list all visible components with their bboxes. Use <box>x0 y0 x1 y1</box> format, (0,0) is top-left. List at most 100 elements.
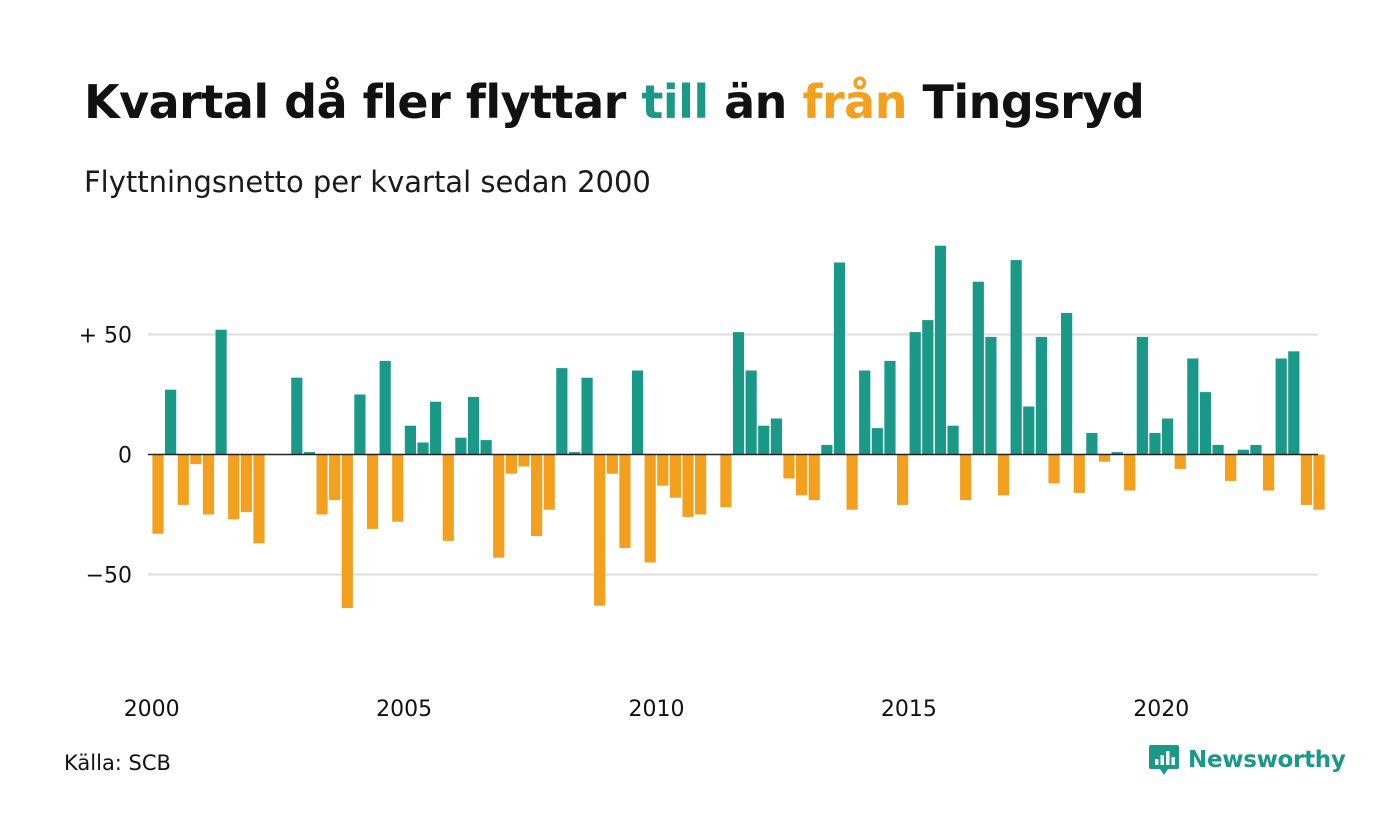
bar: 2020 Q2: -6 <box>1174 454 1186 469</box>
bar: 2015 Q4: 12 <box>947 425 959 455</box>
x-tick-label: 2010 <box>629 697 685 722</box>
bar: 2002 Q4: 32 <box>291 377 303 455</box>
bar: 2017 Q3: 49 <box>1035 336 1047 455</box>
source-note: Källa: SCB <box>64 751 171 775</box>
bar: 2002 Q1: -37 <box>253 454 265 544</box>
bar: 2009 Q2: -39 <box>619 454 631 549</box>
bar: 2021 Q3: 2 <box>1237 449 1249 455</box>
bar: 2021 Q4: 4 <box>1250 444 1262 455</box>
bar: 2010 Q2: -18 <box>669 454 682 498</box>
bar: 2003 Q2: -25 <box>316 454 328 515</box>
newsworthy-brand: Newsworthy <box>1148 742 1346 778</box>
bar: 2013 Q3: 80 <box>833 262 846 455</box>
bar: 2001 Q3: -27 <box>228 454 240 520</box>
chart-title: Kvartal då fler flyttar till än från Tin… <box>84 70 1145 134</box>
bar: 2000 Q3: -21 <box>177 454 189 505</box>
bar: 2022 Q3: 43 <box>1288 351 1300 455</box>
bar: 2001 Q1: -25 <box>202 454 215 515</box>
bar: 2004 Q3: 39 <box>379 360 391 455</box>
bar: 2012 Q3: -10 <box>783 454 795 479</box>
bar: 2017 Q2: 20 <box>1023 406 1035 455</box>
bar: 2003 Q3: -19 <box>329 454 341 501</box>
bar: 2006 Q4: -43 <box>493 454 505 558</box>
bar: 2021 Q1: 4 <box>1212 444 1224 455</box>
newsworthy-logo-icon <box>1149 745 1179 775</box>
bar: 2022 Q1: -15 <box>1262 454 1275 491</box>
bar: 2009 Q4: -45 <box>644 454 656 563</box>
y-tick-label: 0 <box>118 444 132 469</box>
bar: 2003 Q1: 1 <box>303 452 316 455</box>
y-tick-labels: + 50 0 −50 <box>79 324 132 589</box>
bars: 2000 Q1: -332000 Q2: 272000 Q3: -212000 … <box>152 245 1325 609</box>
title-prefix: Kvartal då fler flyttar <box>84 75 642 129</box>
bar: 2021 Q2: -11 <box>1225 454 1237 481</box>
bar: 2023 Q1: -23 <box>1313 454 1325 510</box>
bar: 2005 Q4: -36 <box>442 454 454 541</box>
bar: 2007 Q1: -8 <box>505 454 517 474</box>
bar: 2001 Q2: 52 <box>215 329 227 455</box>
bar: 2009 Q3: 35 <box>631 370 644 455</box>
bar: 2004 Q4: -28 <box>392 454 404 522</box>
bar: 2018 Q3: 9 <box>1086 432 1098 455</box>
title-middle: än <box>708 75 803 129</box>
bar: 2019 Q3: 49 <box>1136 336 1148 455</box>
y-tick-label: −50 <box>86 564 132 589</box>
bar: 2014 Q2: 11 <box>871 428 883 455</box>
bar: 2015 Q2: 56 <box>922 320 934 455</box>
chart-subtitle: Flyttningsnetto per kvartal sedan 2000 <box>84 165 651 199</box>
bar: 2016 Q4: -17 <box>997 454 1010 496</box>
bar: 2007 Q2: -5 <box>518 454 530 467</box>
bar: 2020 Q3: 40 <box>1187 358 1199 455</box>
bar: 2008 Q3: 32 <box>581 377 593 455</box>
bar: 2006 Q1: 7 <box>455 437 467 455</box>
title-suffix: Tingsryd <box>906 75 1145 129</box>
bar: 2018 Q1: 59 <box>1061 312 1073 455</box>
bar: 2008 Q4: -63 <box>594 454 606 606</box>
bar: 2011 Q4: 35 <box>745 370 757 455</box>
bar: 2001 Q4: -24 <box>240 454 252 513</box>
bar: 2015 Q1: 51 <box>909 332 921 455</box>
bar: 2005 Q1: 12 <box>404 425 416 455</box>
y-tick-label: + 50 <box>79 324 132 349</box>
bar: 2000 Q4: -4 <box>190 454 202 465</box>
bar: 2017 Q4: -12 <box>1048 454 1060 484</box>
x-tick-labels: 2000 2005 2010 2015 2020 <box>124 697 1190 722</box>
bar: 2006 Q2: 24 <box>467 396 480 455</box>
bar: 2004 Q2: -31 <box>366 454 379 529</box>
bar: 2011 Q2: -22 <box>720 454 732 508</box>
bar: 2009 Q1: -8 <box>606 454 618 474</box>
bar: 2022 Q4: -21 <box>1300 454 1313 505</box>
bar: 2013 Q2: 4 <box>821 444 833 455</box>
bar: 2000 Q1: -33 <box>152 454 164 534</box>
bar: 2019 Q2: -15 <box>1124 454 1136 491</box>
x-tick-label: 2005 <box>376 697 432 722</box>
bar: 2003 Q4: -64 <box>341 454 353 609</box>
bar: 2014 Q4: -21 <box>896 454 909 505</box>
x-tick-label: 2015 <box>881 697 937 722</box>
bar: 2010 Q4: -25 <box>695 454 707 515</box>
bar: 2008 Q1: 36 <box>556 368 568 455</box>
x-tick-label: 2000 <box>124 697 180 722</box>
bar: 2000 Q2: 27 <box>165 389 177 455</box>
bar: 2020 Q1: 15 <box>1162 418 1174 455</box>
bar: 2019 Q1: 1 <box>1111 452 1123 455</box>
bar: 2005 Q2: 5 <box>417 442 429 455</box>
bar: 2014 Q1: 35 <box>859 370 871 455</box>
bar: 2004 Q1: 25 <box>354 394 366 455</box>
title-fran-word: från <box>802 75 907 129</box>
bar: 2016 Q1: -19 <box>960 454 972 501</box>
bar: 2016 Q2: 72 <box>972 281 984 455</box>
bar: 2007 Q3: -34 <box>531 454 543 537</box>
bar: 2011 Q3: 51 <box>732 332 745 455</box>
title-till-word: till <box>641 75 709 129</box>
bar: 2016 Q3: 49 <box>985 336 997 455</box>
bar: 2015 Q3: 87 <box>934 245 947 455</box>
x-tick-label: 2020 <box>1133 697 1189 722</box>
bar: 2010 Q1: -13 <box>657 454 669 486</box>
bar: 2019 Q4: 9 <box>1149 432 1161 455</box>
bar: 2013 Q1: -19 <box>808 454 820 501</box>
bar: 2006 Q3: 6 <box>480 440 492 455</box>
bar: 2018 Q2: -16 <box>1073 454 1085 493</box>
bar: 2020 Q4: 26 <box>1199 392 1212 455</box>
